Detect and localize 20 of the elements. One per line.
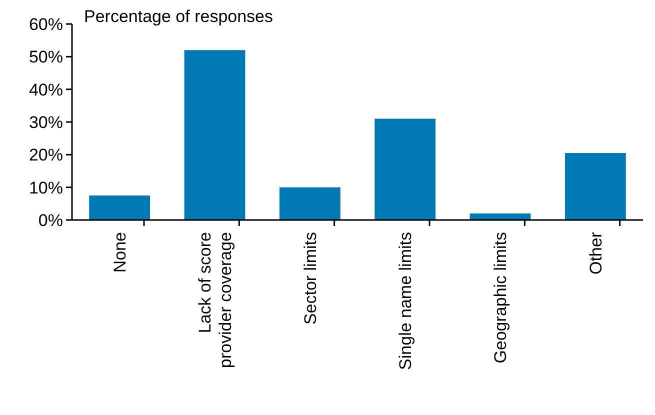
- x-tick-label: Lack of score provider coverage: [196, 232, 235, 368]
- x-tick-label: Single name limits: [396, 232, 416, 370]
- bar: [184, 50, 246, 220]
- y-tick-label: 10%: [28, 178, 63, 198]
- bar: [564, 153, 626, 220]
- y-axis-title: Percentage of responses: [84, 7, 274, 26]
- y-tick-label: 50%: [28, 48, 63, 67]
- y-tick-label: 40%: [28, 80, 63, 100]
- x-tick-label: None: [110, 232, 130, 273]
- bar: [470, 213, 531, 220]
- bar: [89, 196, 150, 220]
- y-tick-label: 30%: [28, 112, 63, 132]
- y-tick-label: 0%: [38, 210, 63, 230]
- y-tick-label: 20%: [28, 146, 63, 165]
- bar: [374, 118, 436, 220]
- x-tick-label: Sector limits: [300, 232, 320, 325]
- x-tick-label: Geographic limits: [491, 232, 510, 364]
- x-tick-label: Other: [586, 232, 606, 275]
- y-tick-label: 60%: [28, 14, 63, 34]
- bar: [279, 187, 340, 220]
